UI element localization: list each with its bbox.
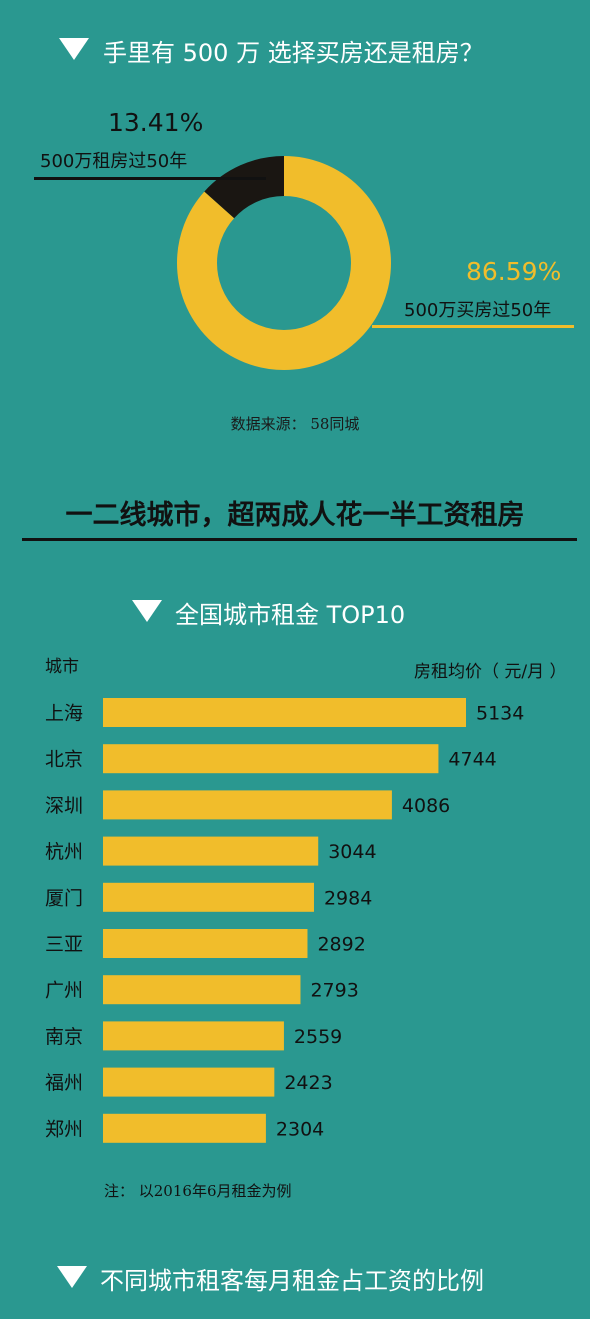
bar-category-label: 深圳 [45, 795, 83, 817]
bar [103, 882, 314, 912]
bar-category-label: 郑州 [45, 1118, 83, 1140]
bar-category-label: 三亚 [45, 934, 83, 956]
data-source: 数据来源： 58同城 [230, 415, 360, 433]
bar-value-label: 4086 [402, 795, 450, 817]
rent-column-header: 房租均价（ 元/月 ） [414, 662, 567, 682]
bar-value-label: 2984 [324, 887, 372, 909]
bar [103, 744, 439, 774]
buy-percent: 86.59% [466, 257, 562, 286]
bar-value-label: 2304 [276, 1118, 324, 1140]
bar-category-label: 厦门 [45, 887, 83, 909]
section1-title: 手里有 500 万 选择买房还是租房？ [103, 39, 484, 67]
bar-value-label: 2423 [284, 1072, 332, 1094]
rent-leader-line [34, 177, 266, 180]
rent-bar-chart: 上海 5134 北京 4744 深圳 4086 杭州 3044 厦门 2984 三亚 2892 广州 27… [45, 698, 524, 1143]
rent-percent: 13.41% [108, 108, 204, 137]
bar-value-label: 2559 [294, 1026, 342, 1048]
donut-slice-buy [177, 156, 391, 370]
bar [103, 1113, 266, 1143]
section2-title: 全国城市租金 TOP10 [175, 601, 406, 629]
triangle-icon [57, 1266, 87, 1288]
banner-title: 一二线城市，超两成人花一半工资租房 [65, 500, 525, 531]
buy-leader-line [372, 325, 574, 328]
triangle-icon [59, 38, 89, 60]
section3-title: 不同城市租客每月租金占工资的比例 [100, 1267, 484, 1295]
bar [103, 1067, 275, 1097]
bar-category-label: 福州 [45, 1072, 83, 1094]
bar [103, 1021, 284, 1051]
bar [103, 836, 319, 866]
rent-label: 500万租房过50年 [40, 151, 188, 172]
triangle-icon [132, 600, 162, 622]
bar [103, 975, 301, 1005]
banner-divider [22, 538, 577, 541]
bar-value-label: 5134 [476, 703, 524, 725]
bar [103, 929, 308, 958]
bar [103, 790, 392, 820]
bar-value-label: 2892 [317, 934, 365, 956]
bar [103, 698, 466, 727]
bar-category-label: 广州 [45, 980, 83, 1002]
bar-value-label: 2793 [310, 980, 358, 1002]
buy-label: 500万买房过50年 [404, 300, 552, 321]
bar-category-label: 北京 [45, 749, 83, 771]
donut-chart [177, 156, 391, 370]
bar-value-label: 3044 [328, 841, 376, 863]
footnote: 注： 以2016年6月租金为例 [104, 1182, 292, 1200]
city-column-header: 城市 [45, 657, 79, 677]
bar-category-label: 上海 [45, 703, 83, 725]
bar-value-label: 4744 [448, 749, 496, 771]
bar-category-label: 杭州 [45, 841, 83, 863]
bar-category-label: 南京 [45, 1026, 83, 1048]
